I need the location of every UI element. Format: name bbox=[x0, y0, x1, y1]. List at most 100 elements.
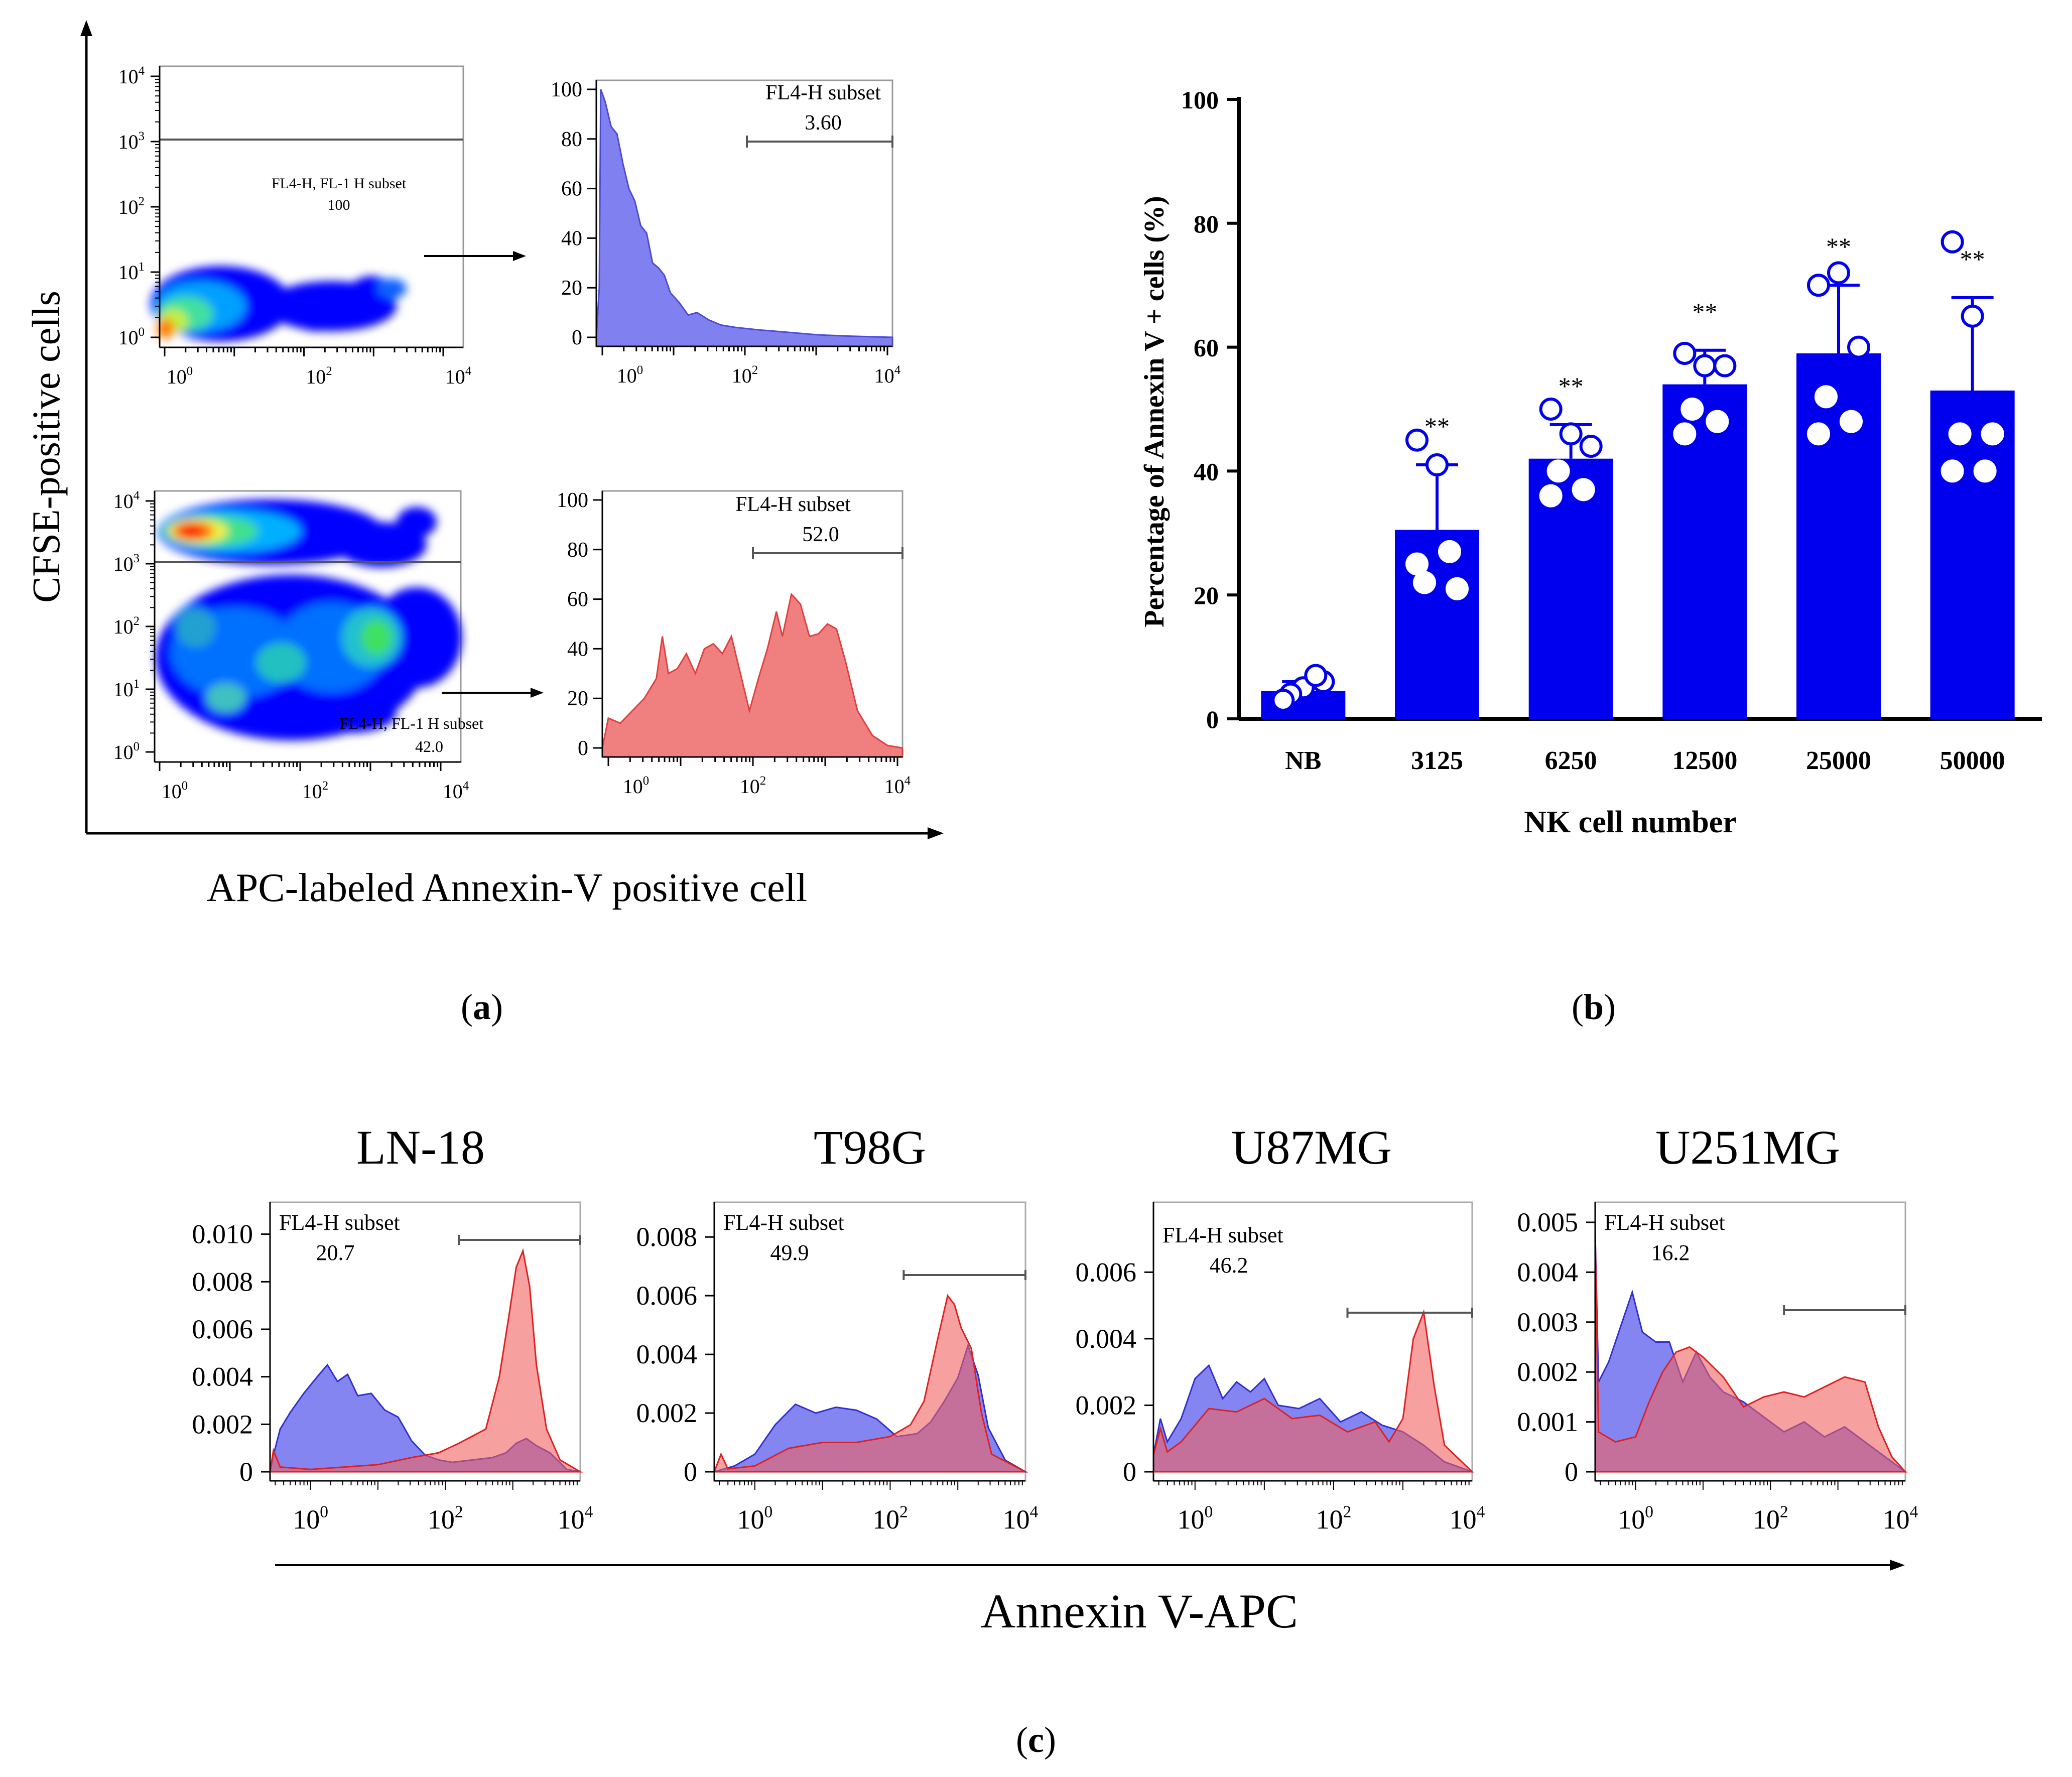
data-point-25000 bbox=[1815, 385, 1838, 409]
data-point-12500 bbox=[1693, 354, 1717, 377]
overlay-x-tick-label: 102 bbox=[1316, 1502, 1352, 1535]
overlay-histogram-LN-18: LN-18 0 0.002 0.004 0.006 0.008 0.010 100 102 104… bbox=[192, 1120, 593, 1535]
series-red-area bbox=[1594, 1232, 1907, 1473]
data-point-25000 bbox=[1807, 422, 1830, 446]
density-blob bbox=[206, 683, 246, 713]
data-point-3125 bbox=[1405, 428, 1429, 452]
overlay-title: U251MG bbox=[1655, 1120, 1840, 1174]
hist-y-tick-label: 40 bbox=[567, 638, 588, 661]
data-point-6250 bbox=[1539, 484, 1563, 507]
dot-plot-bottom: FL4-H, FL-1 H subset 42.0 100 101 102 103 10… bbox=[113, 489, 484, 803]
dot-plot-top: FL4-H, FL-1 H subset 100 100 101 102 103 104… bbox=[118, 64, 472, 388]
overlay-x-tick-label: 104 bbox=[1883, 1502, 1918, 1535]
hist-y-tick-label: 100 bbox=[551, 78, 582, 101]
data-point-50000 bbox=[1940, 230, 1964, 253]
hist-y-tick-label: 20 bbox=[561, 277, 582, 300]
hist-x-tick-label: 100 bbox=[623, 774, 649, 798]
dot-y-tick-label: 102 bbox=[113, 614, 140, 638]
overlay-y-tick-label: 0.004 bbox=[192, 1362, 253, 1392]
density-blob bbox=[256, 643, 306, 683]
overlay-gate-value: 46.2 bbox=[1210, 1253, 1248, 1278]
dot-x-tick-label: 100 bbox=[162, 779, 188, 803]
histogram-bottom-gate-name: FL4-H subset bbox=[735, 493, 851, 516]
overlay-x-tick-label: 100 bbox=[1618, 1502, 1653, 1535]
overlay-gate-name: FL4-H subset bbox=[279, 1210, 400, 1235]
overlay-x-tick-label: 104 bbox=[1450, 1502, 1485, 1535]
significance-6250: ** bbox=[1559, 372, 1584, 400]
data-point-12500 bbox=[1673, 422, 1697, 446]
overlay-y-tick-label: 0.002 bbox=[1076, 1390, 1137, 1420]
overlay-y-tick-label: 0.008 bbox=[192, 1266, 253, 1297]
b-x-tick-label: 12500 bbox=[1672, 746, 1737, 775]
b-x-tick-label: 3125 bbox=[1411, 746, 1463, 775]
top-gate-arrowhead bbox=[513, 251, 526, 261]
dot-y-tick-label: 103 bbox=[118, 130, 145, 153]
overlay-x-tick-label: 100 bbox=[293, 1502, 328, 1535]
data-point-12500 bbox=[1713, 354, 1737, 377]
dot-x-tick-label: 100 bbox=[167, 364, 193, 388]
series-red-area bbox=[1152, 1309, 1474, 1473]
overlay-x-tick-label: 102 bbox=[428, 1502, 463, 1535]
overlay-gate-name: FL4-H subset bbox=[723, 1210, 844, 1235]
density-blob bbox=[371, 587, 462, 688]
data-point-25000 bbox=[1827, 261, 1850, 285]
panel-c-x-arrowhead bbox=[1890, 1560, 1905, 1571]
data-point-12500 bbox=[1706, 410, 1729, 433]
b-y-tick-label: 40 bbox=[1194, 457, 1219, 485]
overlay-histogram-T98G: T98G 0 0.002 0.004 0.006 0.008 100 102 104 FL4-H … bbox=[636, 1120, 1039, 1535]
histogram-top-gate-name: FL4-H subset bbox=[765, 81, 881, 104]
dot-y-tick-label: 101 bbox=[113, 677, 140, 701]
data-point-50000 bbox=[1948, 422, 1972, 446]
data-point-25000 bbox=[1840, 410, 1863, 433]
data-point-3125 bbox=[1413, 571, 1436, 594]
dot-y-tick-label: 100 bbox=[113, 740, 140, 764]
histogram-top: FL4-H subset 3.60 0 20 40 60 80 100 100 102 104 bbox=[551, 78, 901, 387]
b-y-tick-label: 20 bbox=[1194, 581, 1219, 609]
overlay-y-tick-label: 0.001 bbox=[1517, 1407, 1579, 1437]
overlay-y-tick-label: 0.006 bbox=[192, 1314, 253, 1344]
overlay-y-tick-label: 0.004 bbox=[636, 1339, 698, 1369]
overlay-y-tick-label: 0.004 bbox=[1517, 1257, 1579, 1287]
data-point-12500 bbox=[1680, 398, 1704, 421]
data-point-3125 bbox=[1426, 453, 1449, 477]
density-blob bbox=[361, 620, 392, 655]
density-blob bbox=[296, 311, 336, 331]
hist-y-tick-label: 100 bbox=[557, 489, 588, 512]
series-red-area bbox=[269, 1248, 583, 1473]
dot-x-tick-label: 104 bbox=[443, 779, 469, 803]
bottom-gate-arrowhead bbox=[531, 688, 544, 698]
density-blob bbox=[157, 319, 175, 339]
data-point-50000 bbox=[1940, 459, 1964, 483]
overlay-y-tick-label: 0.006 bbox=[636, 1281, 698, 1311]
overlay-gate-value: 16.2 bbox=[1651, 1240, 1690, 1265]
data-point-NB bbox=[1304, 664, 1328, 687]
b-x-tick-label: 50000 bbox=[1940, 746, 2005, 775]
data-point-6250 bbox=[1546, 459, 1570, 483]
density-blob bbox=[397, 507, 437, 537]
density-blob bbox=[376, 279, 407, 299]
hist-y-tick-label: 0 bbox=[578, 737, 588, 760]
overlay-title: U87MG bbox=[1231, 1120, 1392, 1174]
b-x-tick-label: 25000 bbox=[1806, 746, 1871, 775]
data-point-6250 bbox=[1559, 422, 1583, 446]
b-y-tick-label: 100 bbox=[1181, 86, 1219, 114]
dot-y-tick-label: 101 bbox=[118, 260, 145, 284]
panel-a-x-arrowhead bbox=[928, 827, 944, 839]
overlay-histogram-U87MG: U87MG 0 0.002 0.004 0.006 100 102 104 FL4-H subs… bbox=[1076, 1120, 1485, 1535]
dot-y-tick-label: 104 bbox=[118, 64, 145, 88]
dot-y-tick-label: 103 bbox=[113, 552, 140, 575]
hist-y-tick-label: 80 bbox=[567, 539, 588, 562]
overlay-x-tick-label: 100 bbox=[1177, 1502, 1213, 1535]
data-point-25000 bbox=[1847, 335, 1870, 359]
hist-y-tick-label: 60 bbox=[567, 588, 588, 611]
overlay-y-tick-label: 0 bbox=[1123, 1457, 1136, 1487]
b-y-tick-label: 0 bbox=[1206, 705, 1219, 733]
hist-y-tick-label: 60 bbox=[561, 178, 582, 201]
overlay-x-tick-label: 102 bbox=[872, 1502, 908, 1535]
overlay-y-tick-label: 0 bbox=[684, 1457, 697, 1487]
significance-3125: ** bbox=[1424, 412, 1450, 440]
hist-y-tick-label: 40 bbox=[561, 227, 582, 250]
overlay-histogram-U251MG: U251MG 0 0.001 0.002 0.003 0.004 0.005 100 102 10… bbox=[1517, 1120, 1918, 1535]
series-red-area bbox=[713, 1294, 1026, 1473]
